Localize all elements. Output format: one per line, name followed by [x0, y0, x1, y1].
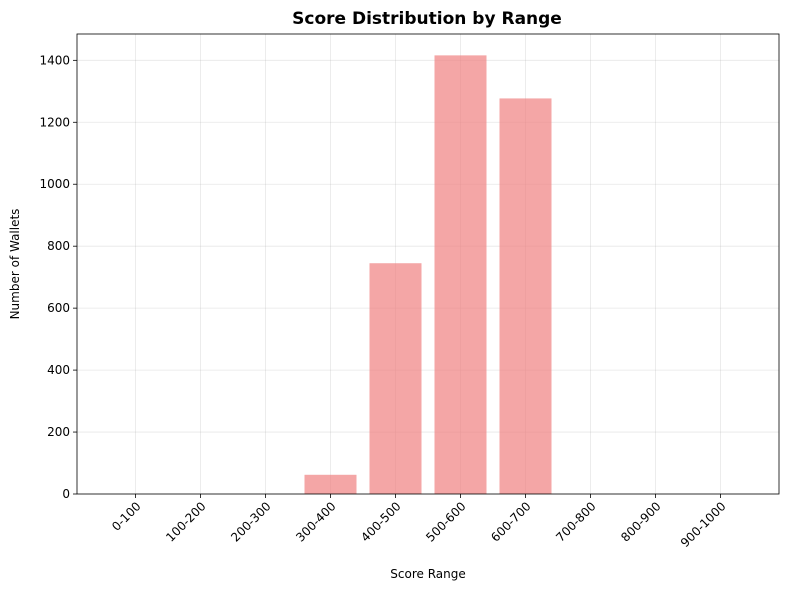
- y-tick-label: 0: [62, 487, 70, 501]
- y-tick-label: 800: [47, 239, 70, 253]
- y-axis-label: Number of Wallets: [8, 209, 22, 320]
- plot-frame: [76, 33, 780, 495]
- bar-500-600: [434, 55, 487, 494]
- bar-300-400: [304, 474, 357, 494]
- x-axis: 0-100 100-200 200-300 300-400 400-500 500-600…: [109, 494, 729, 550]
- y-tick-label: 1400: [39, 53, 70, 67]
- chart-title: Score Distribution by Range: [292, 9, 562, 29]
- x-tick-label: 800-900: [618, 499, 663, 544]
- x-tick-label: 600-700: [488, 499, 533, 544]
- x-tick-label: 300-400: [293, 499, 338, 544]
- x-tick-label: 900-1000: [678, 499, 729, 550]
- y-axis: 0 200 400 600 800 1000 1200 1400: [39, 53, 77, 501]
- x-tick-label: 0-100: [109, 499, 144, 534]
- x-tick-label: 700-800: [553, 499, 598, 544]
- y-tick-label: 1000: [39, 177, 70, 191]
- y-tick-label: 400: [47, 363, 70, 377]
- x-axis-label: Score Range: [390, 567, 465, 581]
- x-tick-label: 500-600: [423, 499, 468, 544]
- x-tick-label: 100-200: [163, 499, 208, 544]
- x-tick-label: 200-300: [228, 499, 273, 544]
- grid: [77, 34, 779, 495]
- y-tick-label: 1200: [39, 115, 70, 129]
- x-tick-label: 400-500: [358, 499, 403, 544]
- bars: [304, 55, 552, 495]
- bar-400-500: [369, 263, 422, 494]
- y-tick-label: 200: [47, 425, 70, 439]
- bar-600-700: [499, 98, 552, 495]
- y-tick-label: 600: [47, 301, 70, 315]
